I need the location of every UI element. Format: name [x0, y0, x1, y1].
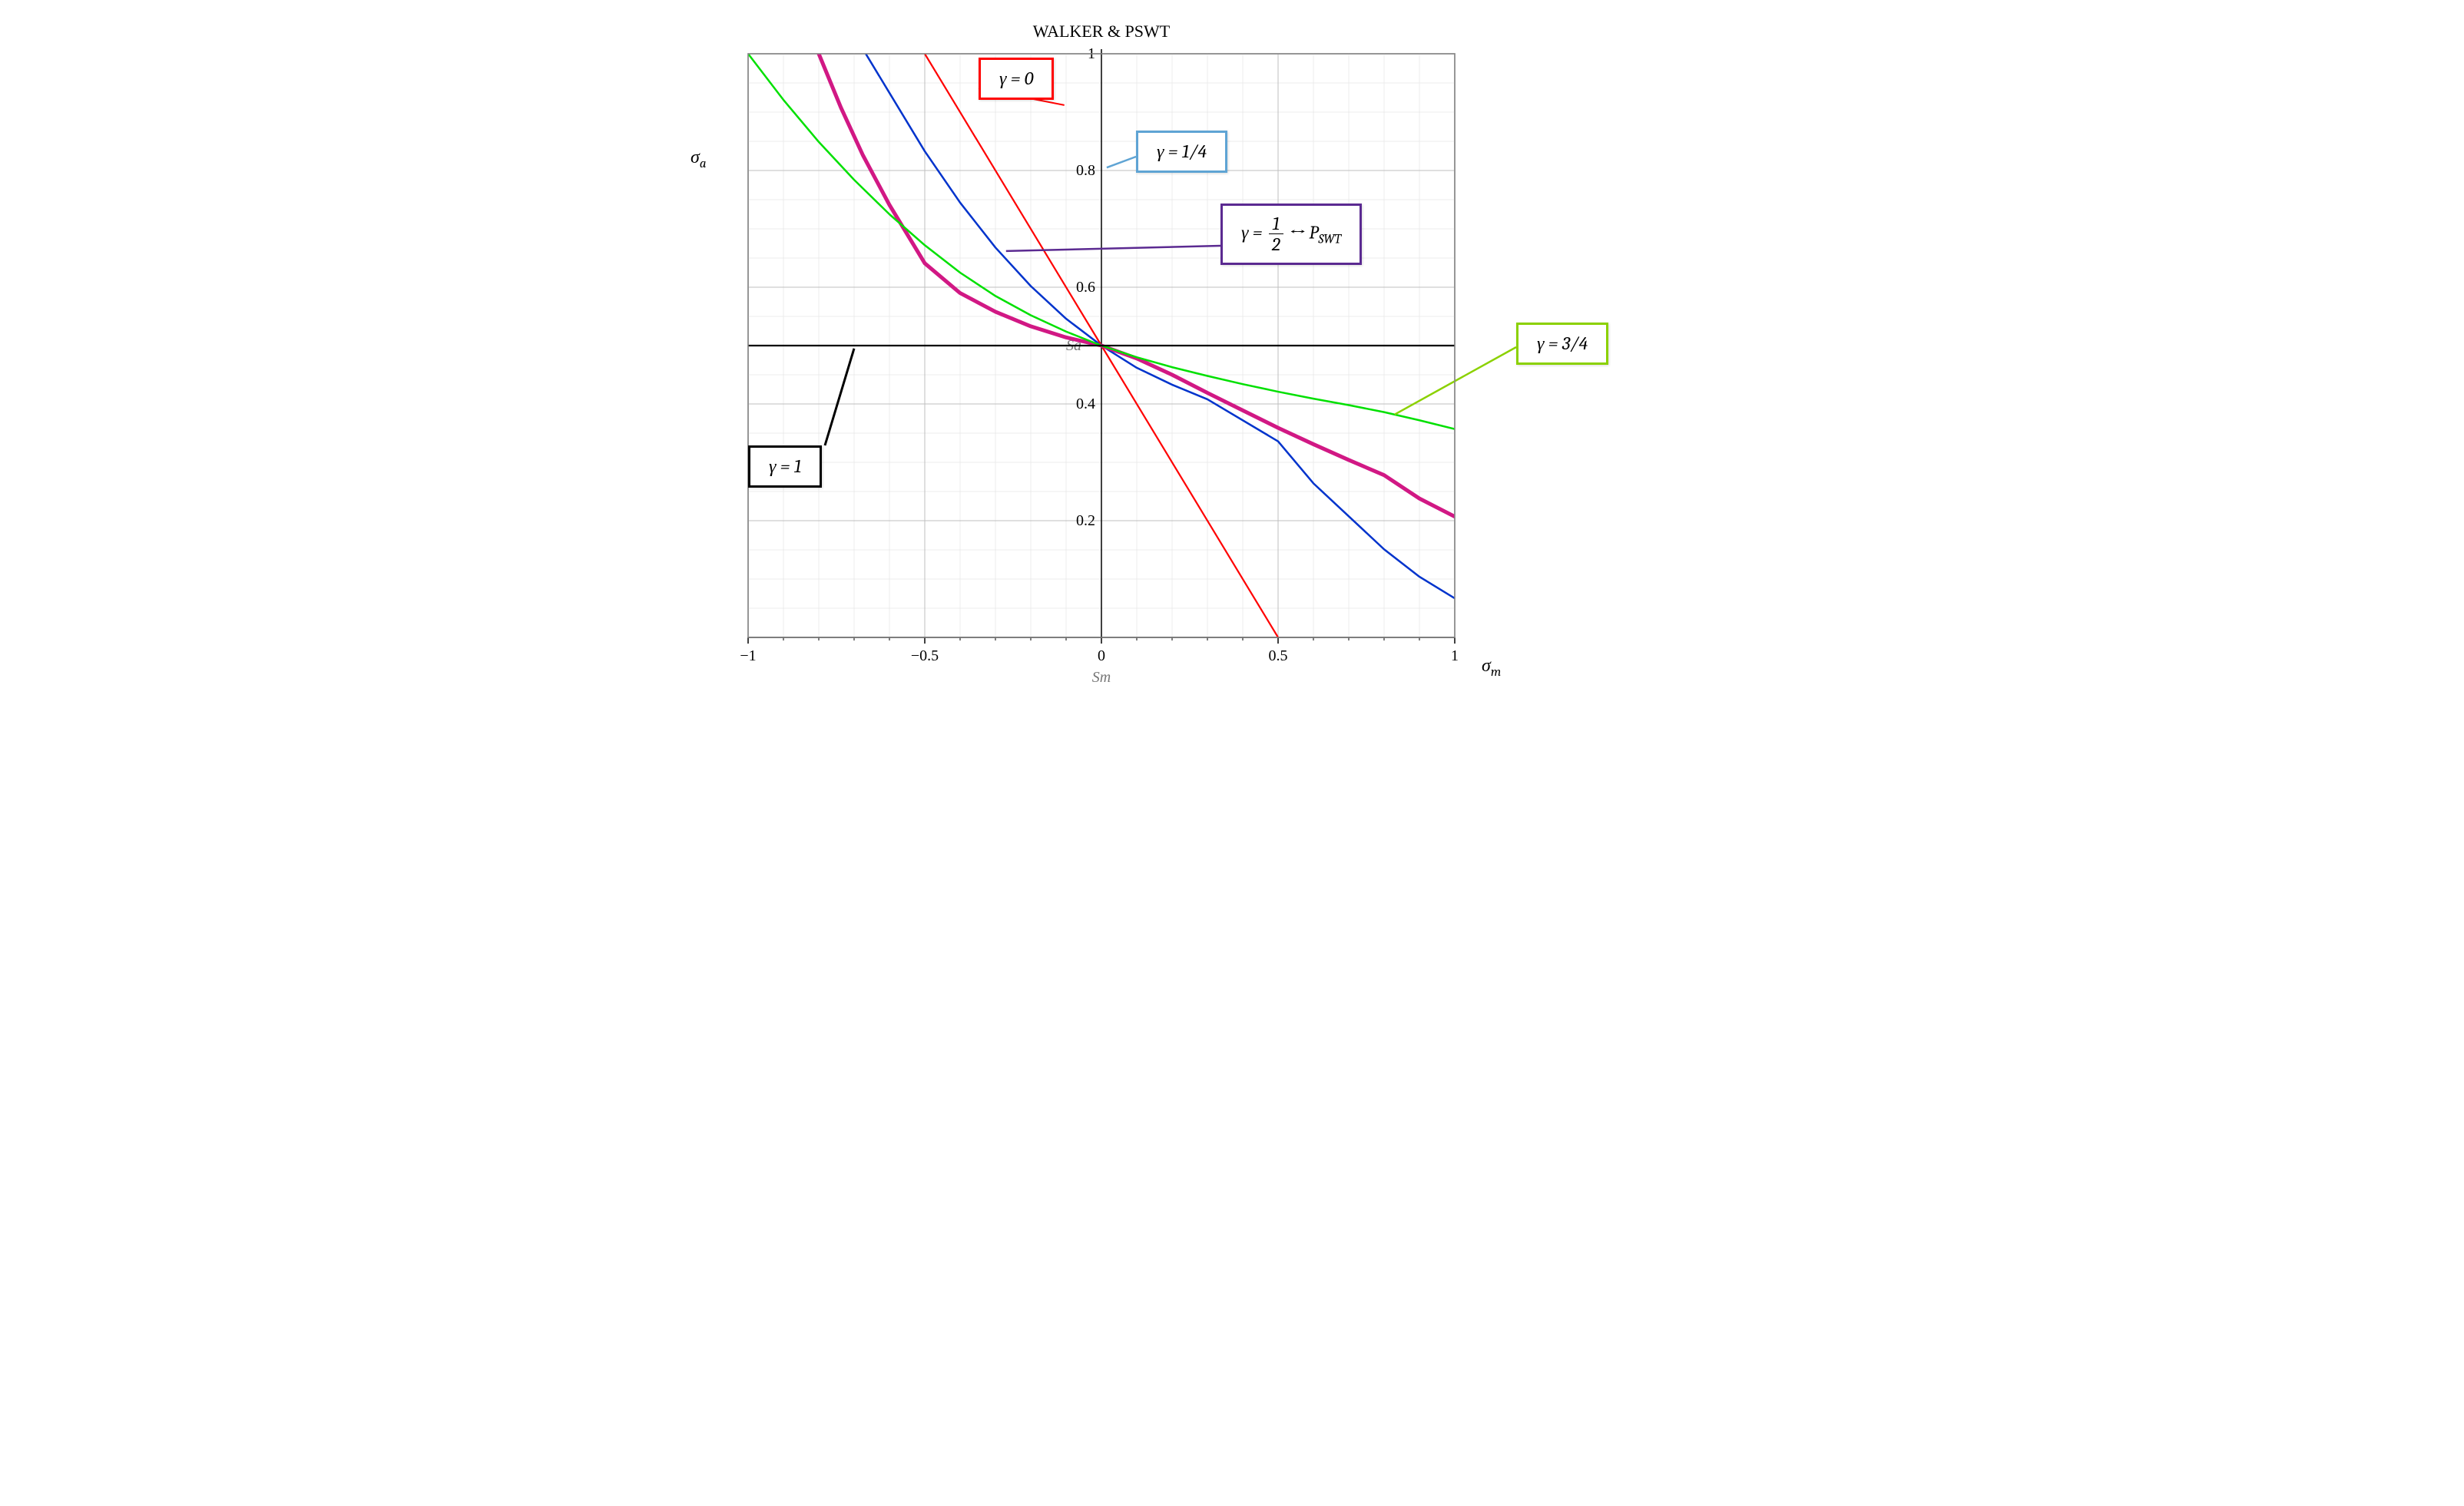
x-tick-label: 0 [1098, 647, 1105, 664]
y-tick-label: 0.2 [1076, 512, 1095, 529]
callout-g12: γ = 12 ↔ PSWT [1220, 204, 1362, 265]
y-tick-label: 0.8 [1076, 162, 1095, 179]
y-tick-label: 0.4 [1076, 396, 1095, 412]
x-axis-outer-label: σm [1482, 654, 1501, 680]
x-axis-inner-label: Sm [1092, 669, 1111, 686]
x-tick-label: −1 [740, 647, 756, 664]
x-tick-label: −0.5 [911, 647, 939, 664]
callout-g34: γ = 3/4 [1516, 323, 1608, 365]
chart-title: WALKER & PSWT [1033, 22, 1171, 41]
x-tick-label: 1 [1451, 647, 1459, 664]
y-axis-outer-label: σa [691, 146, 707, 171]
chart-svg: −1−0.500.510.20.40.60.81WALKER & PSWTSaS… [656, 15, 1808, 722]
callout-g14: γ = 1/4 [1136, 131, 1227, 173]
x-tick-label: 0.5 [1269, 647, 1288, 664]
callout-g1: γ = 1 [748, 445, 822, 488]
chart-container: −1−0.500.510.20.40.60.81WALKER & PSWTSaS… [656, 15, 1808, 722]
callout-g0: γ = 0 [979, 58, 1054, 100]
y-tick-label: 0.6 [1076, 279, 1095, 296]
